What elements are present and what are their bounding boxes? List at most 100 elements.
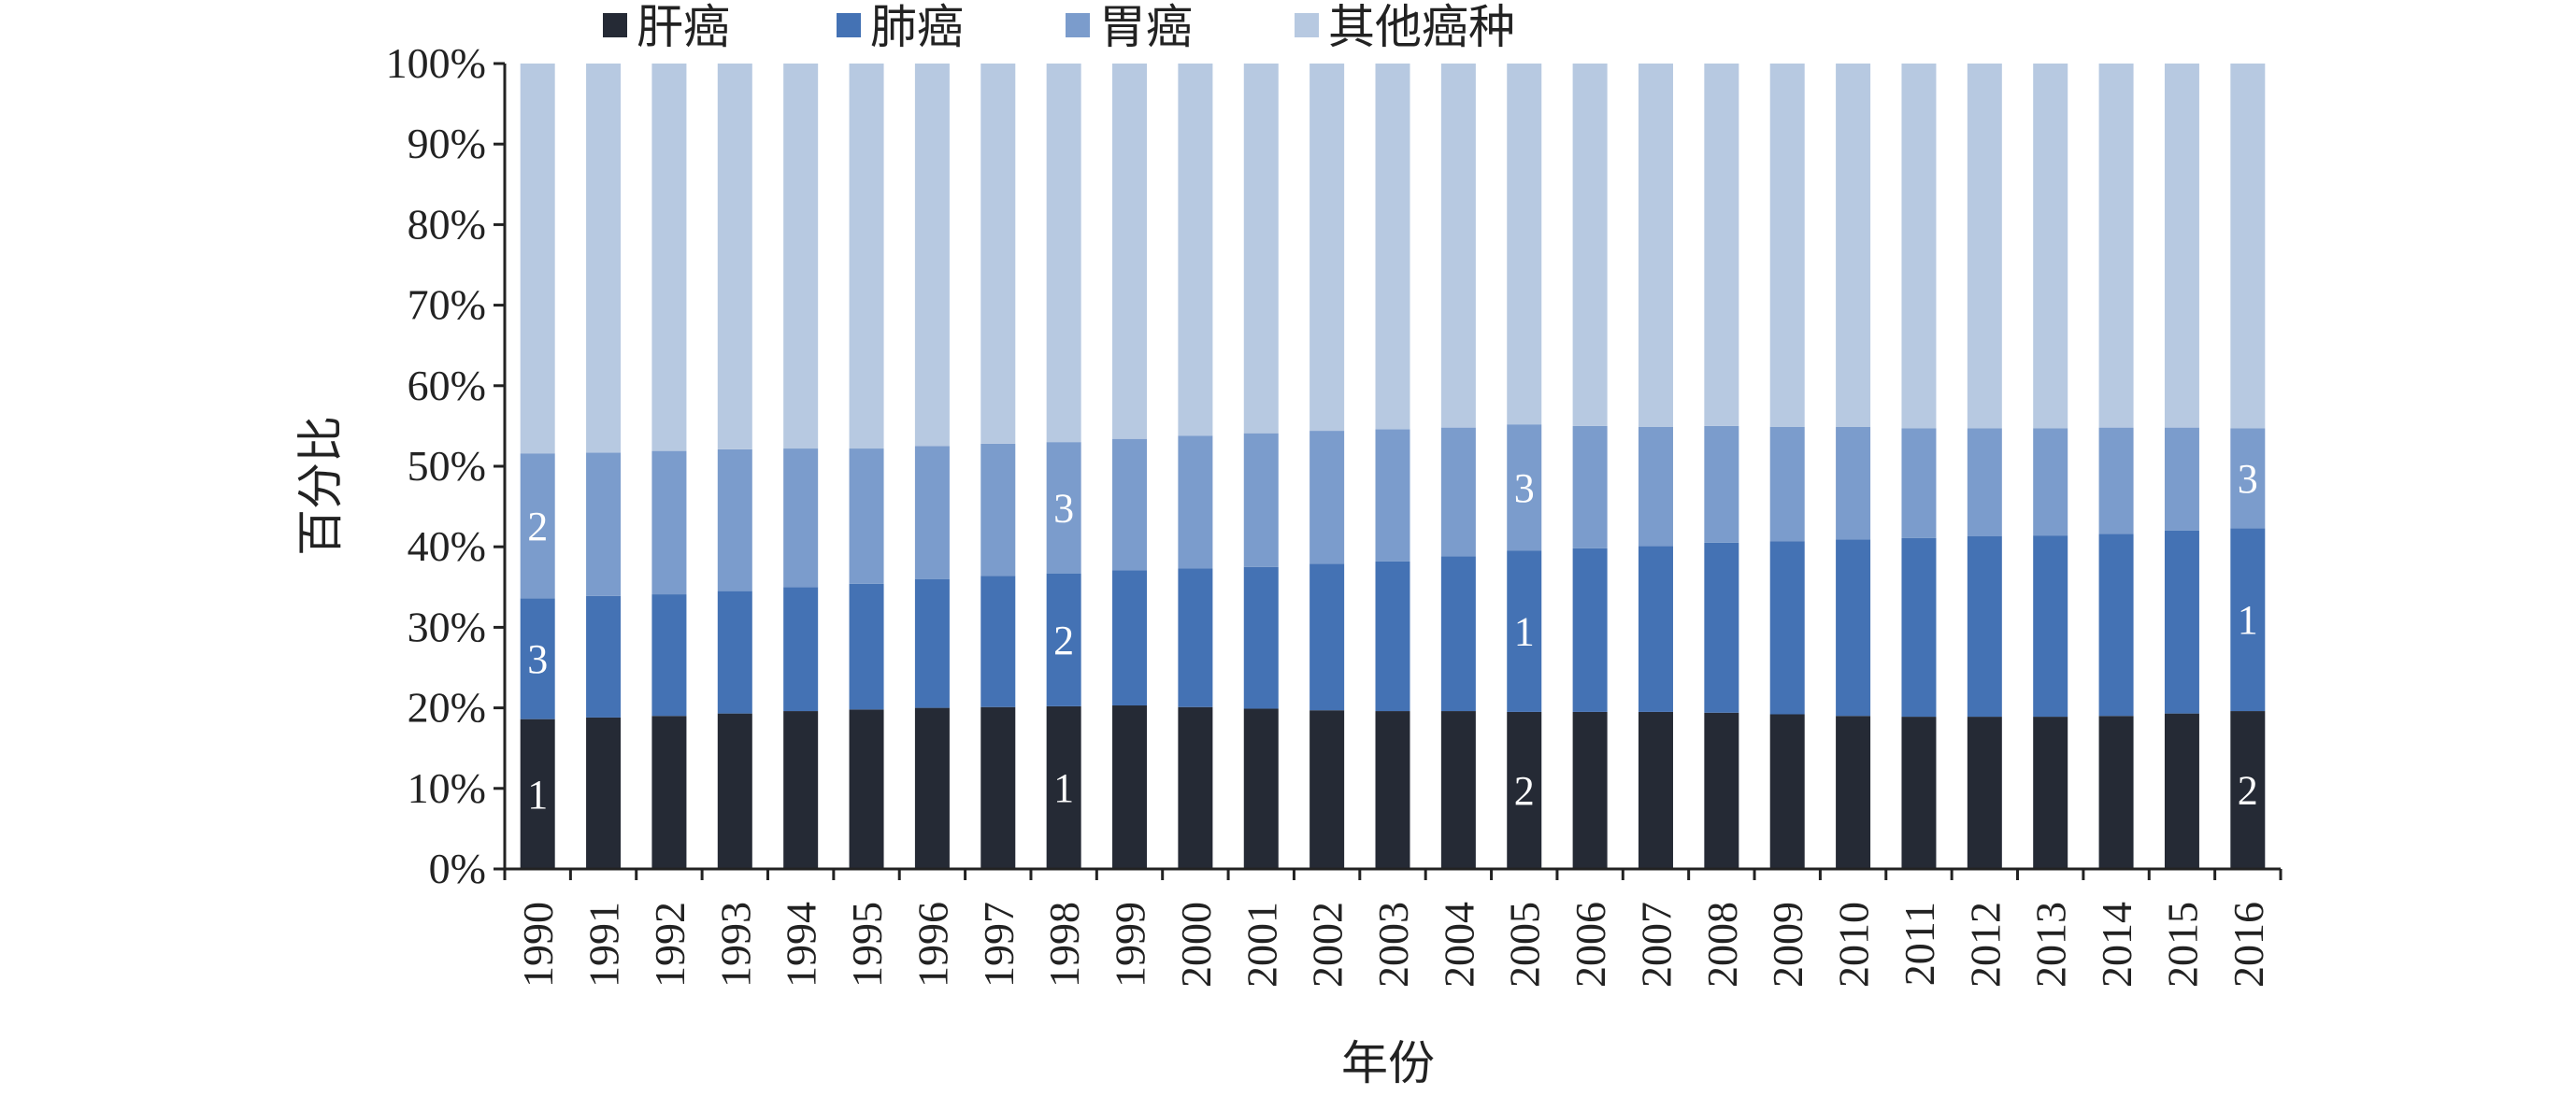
rank-label-2016-11: 3: [2238, 456, 2258, 502]
bar-segment-1993-s1: [717, 591, 752, 714]
bar-segment-2016-s3: [2230, 64, 2266, 429]
bar-segment-1993-s2: [717, 448, 752, 591]
legend-item-3: 其他癌种: [1295, 0, 1515, 54]
bar-segment-1999-s3: [1112, 64, 1148, 439]
bar-segment-2008-s1: [1704, 542, 1739, 713]
bar-segment-2014-s3: [2098, 64, 2134, 428]
bar-group-1995: [849, 64, 884, 869]
x-tick-label-2004: 2004: [1435, 902, 1482, 988]
bar-group-1991: [586, 64, 622, 869]
x-tick-label-1994: 1994: [778, 902, 825, 988]
bar-group-2007: [1638, 64, 1673, 869]
x-tick-label-1993: 1993: [711, 902, 759, 988]
bar-segment-1998-s0: [1046, 705, 1081, 869]
bar-group-2009: [1769, 64, 1805, 869]
bar-segment-2012-s2: [1967, 428, 2002, 536]
bar-segment-2006-s0: [1572, 711, 1608, 869]
x-tick-label-2011: 2011: [1896, 902, 1943, 986]
legend-item-0: 肝癌: [603, 0, 730, 54]
legend-swatch-0: [603, 13, 627, 37]
bar-group-2002: [1309, 64, 1345, 869]
bar-group-2011: [1901, 64, 1937, 869]
bar-segment-2009-s2: [1769, 426, 1805, 542]
bar-segment-1992-s0: [651, 716, 687, 869]
bar-group-1992: [651, 64, 687, 869]
bar-segment-1997-s0: [980, 706, 1016, 869]
x-axis: 1990 1991 1992 1993 1994 1995 1996 1997 1998 1999…: [503, 867, 2283, 988]
bar-group-1994: [783, 64, 819, 869]
rank-label-1998-5: 3: [1053, 485, 1074, 531]
x-tick-label-2015: 2015: [2158, 902, 2206, 988]
bar-segment-2005-s1: [1507, 550, 1542, 712]
bar-segment-1996-s3: [914, 64, 950, 447]
bar-segment-2005-s0: [1507, 711, 1542, 869]
bar-segment-2009-s1: [1769, 541, 1805, 715]
bar-segment-1990-s3: [520, 64, 555, 454]
bar-segment-2010-s0: [1836, 716, 1871, 869]
bar-segment-1999-s0: [1112, 705, 1148, 869]
bar-group-1997: [980, 64, 1016, 869]
bar-segment-2014-s0: [2098, 716, 2134, 869]
bar-segment-2010-s1: [1836, 539, 1871, 717]
y-tick-label-6: 60%: [408, 362, 486, 409]
bar-segment-2014-s1: [2098, 534, 2134, 717]
x-tick-label-2016: 2016: [2225, 902, 2272, 988]
x-tick-label-2009: 2009: [1764, 902, 1811, 988]
y-axis-title: 百分比: [293, 416, 348, 556]
bar-group-1993: [717, 64, 752, 869]
bar-segment-2013-s3: [2033, 64, 2068, 429]
x-tick-label-1992: 1992: [646, 902, 694, 988]
bar-segment-2007-s3: [1638, 64, 1673, 427]
x-axis-title: 年份: [1341, 1036, 1435, 1090]
bar-segment-2002-s3: [1309, 64, 1345, 432]
bar-group-2008: [1704, 64, 1739, 869]
bar-segment-1996-s1: [914, 578, 950, 708]
bar-segment-2006-s1: [1572, 548, 1608, 712]
bar-segment-2007-s0: [1638, 711, 1673, 869]
rank-label-1998-3: 1: [1053, 765, 1074, 811]
bar-segment-1992-s2: [651, 450, 687, 595]
bar-segment-1998-s3: [1046, 64, 1081, 443]
bar-segment-2002-s2: [1309, 431, 1345, 564]
bar-segment-1997-s2: [980, 443, 1016, 576]
y-tick-label-1: 10%: [408, 764, 486, 812]
y-tick-label-4: 40%: [408, 522, 486, 570]
bar-segment-2011-s0: [1901, 717, 1937, 869]
bar-segment-1997-s3: [980, 64, 1016, 444]
rank-label-2005-8: 3: [1514, 465, 1535, 511]
bar-segment-2008-s2: [1704, 425, 1739, 543]
bar-segment-1996-s2: [914, 446, 950, 579]
bar-segment-1994-s3: [783, 64, 819, 449]
bar-group-1999: [1112, 64, 1148, 869]
bar-segment-2001-s2: [1243, 433, 1279, 567]
legend-swatch-3: [1295, 13, 1319, 37]
bar-segment-2011-s1: [1901, 537, 1937, 718]
legend-swatch-2: [1066, 13, 1090, 37]
bar-segment-1992-s1: [651, 594, 687, 717]
x-tick-label-1990: 1990: [514, 902, 562, 988]
bar-segment-2016-s0: [2230, 711, 2266, 869]
bar-group-1996: [914, 64, 950, 869]
bar-segment-2008-s3: [1704, 64, 1739, 426]
rank-labels: 1 3 2 1 2 3 2 1 3 2 1 3: [527, 456, 2258, 818]
y-tick-label-5: 50%: [408, 442, 486, 490]
bar-segment-2001-s1: [1243, 566, 1279, 709]
bar-segment-1994-s1: [783, 587, 819, 712]
legend-item-1: 肺癌: [837, 0, 964, 54]
bar-segment-1993-s0: [717, 713, 752, 869]
bar-group-2003: [1375, 64, 1410, 869]
bar-segment-2007-s2: [1638, 426, 1673, 547]
bar-group-2013: [2033, 64, 2068, 869]
bar-segment-1991-s1: [586, 595, 622, 718]
bar-segment-1990-s0: [520, 719, 555, 869]
rank-label-2016-9: 2: [2238, 768, 2258, 814]
bar-segment-1991-s3: [586, 64, 622, 453]
bar-segment-2010-s3: [1836, 64, 1871, 427]
bar-segment-1994-s2: [783, 448, 819, 588]
bar-segment-2015-s0: [2164, 713, 2199, 869]
y-tick-label-8: 80%: [408, 200, 486, 248]
bar-segment-2013-s0: [2033, 717, 2068, 869]
bar-segment-2000-s1: [1178, 568, 1213, 707]
bar-group-1990: [520, 64, 555, 869]
